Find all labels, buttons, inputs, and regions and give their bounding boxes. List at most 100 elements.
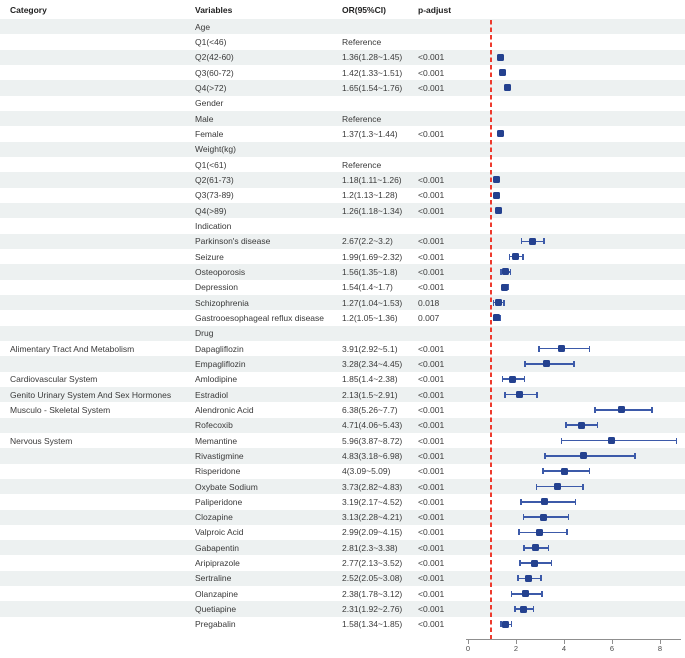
p-adjust-cell: <0.001: [418, 588, 445, 599]
plot-cell: [462, 326, 685, 341]
variable-cell: Rivastigmine: [195, 450, 244, 461]
p-adjust-cell: <0.001: [418, 450, 445, 461]
plot-cell: [462, 218, 685, 233]
or-marker: [515, 391, 523, 399]
variable-cell: Empagliflozin: [195, 358, 246, 369]
or-ci-cell: 1.56(1.35~1.8): [342, 266, 398, 277]
plot-cell: [462, 479, 685, 494]
or-ci-cell: 2.38(1.78~3.12): [342, 588, 403, 599]
or-marker: [524, 574, 532, 582]
or-marker: [497, 53, 505, 61]
ci-cap-upper: [566, 529, 568, 536]
axis-tick: [564, 640, 565, 644]
or-ci-cell: Reference: [342, 36, 382, 47]
table-row: Q1(<46) Reference: [0, 34, 685, 49]
variable-cell: Clozapine: [195, 512, 233, 523]
plot-cell: [462, 540, 685, 555]
plot-cell: [462, 433, 685, 448]
p-adjust-cell: <0.001: [418, 205, 445, 216]
p-adjust-cell: <0.001: [418, 389, 445, 400]
or-ci-cell: 1.85(1.4~2.38): [342, 374, 398, 385]
or-ci-cell: 2.67(2.2~3.2): [342, 236, 393, 247]
ci-cap-lower: [514, 606, 516, 613]
axis-tick-label: 0: [465, 644, 471, 653]
or-ci-cell: 2.52(2.05~3.08): [342, 573, 403, 584]
variable-cell: Weight(kg): [195, 144, 236, 155]
or-marker: [560, 467, 568, 475]
p-adjust-cell: <0.001: [418, 527, 445, 538]
or-marker: [577, 421, 585, 429]
table-row: Gender: [0, 96, 685, 111]
or-marker: [554, 483, 562, 490]
or-ci-cell: Reference: [342, 113, 382, 124]
or-ci-cell: 1.36(1.28~1.45): [342, 52, 403, 63]
table-row: Q1(<61) Reference: [0, 157, 685, 172]
plot-cell: [462, 295, 685, 310]
variable-cell: Gastrooesophageal reflux disease: [195, 312, 324, 323]
variable-cell: Indication: [195, 220, 232, 231]
or-ci-cell: 1.58(1.34~1.85): [342, 619, 403, 630]
ci-cap-lower: [510, 590, 513, 597]
ci-cap-lower: [517, 575, 519, 582]
table-row: Rofecoxib 4.71(4.06~5.43) <0.001: [0, 417, 685, 433]
plot-cell: [462, 50, 685, 65]
variable-cell: Amlodipine: [195, 374, 238, 385]
plot-cell: [462, 494, 685, 509]
plot-cell: [462, 617, 685, 632]
plot-cell: [462, 601, 685, 616]
ci-cap-lower: [501, 376, 504, 383]
or-ci-cell: 2.99(2.09~4.15): [342, 527, 403, 538]
or-marker: [617, 406, 625, 414]
p-adjust-cell: <0.001: [418, 573, 445, 584]
table-row: Oxybate Sodium 3.73(2.82~4.83) <0.001: [0, 478, 685, 495]
table-row: Quetiapine 2.31(1.92~2.76) <0.001: [0, 601, 685, 617]
or-marker: [530, 559, 538, 567]
p-adjust-cell: <0.001: [418, 174, 445, 185]
header-variables: Variables: [195, 4, 233, 15]
ci-cap-upper: [588, 345, 591, 352]
table-row: Q4(>72) 1.65(1.54~1.76) <0.001: [0, 80, 685, 96]
or-ci-cell: 2.31(1.92~2.76): [342, 604, 403, 615]
ci-cap-upper: [574, 498, 577, 505]
or-ci-cell: 1.2(1.13~1.28): [342, 190, 398, 201]
table-row: Risperidone 4(3.09~5.09) <0.001: [0, 464, 685, 479]
ci-cap-lower: [500, 268, 502, 275]
variable-cell: Parkinson's disease: [195, 236, 271, 247]
plot-cell: [462, 571, 685, 586]
variable-cell: Q4(>72): [195, 82, 227, 93]
ci-cap-lower: [524, 360, 526, 367]
ci-cap-lower: [594, 406, 596, 413]
variable-cell: Q2(42-60): [195, 52, 234, 63]
plot-cell: [462, 264, 685, 279]
table-row: Musculo - Skeletal System Alendronic Aci…: [0, 402, 685, 417]
or-ci-cell: 1.54(1.4~1.7): [342, 282, 393, 293]
variable-cell: Alendronic Acid: [195, 404, 254, 415]
variable-cell: Aripiprazole: [195, 558, 240, 569]
variable-cell: Quetiapine: [195, 604, 237, 615]
table-row: Paliperidone 3.19(2.17~4.52) <0.001: [0, 494, 685, 509]
table-row: Olanzapine 2.38(1.78~3.12) <0.001: [0, 586, 685, 601]
or-ci-cell: 3.91(2.92~5.1): [342, 343, 398, 354]
table-row: Q3(60-72) 1.42(1.33~1.51) <0.001: [0, 65, 685, 80]
category-cell: Cardiovascular System: [10, 374, 98, 385]
axis-tick-label: 6: [609, 644, 615, 653]
or-marker: [508, 375, 516, 383]
or-ci-cell: 1.2(1.05~1.36): [342, 312, 398, 323]
table-row: Q4(>89) 1.26(1.18~1.34) <0.001: [0, 202, 685, 219]
or-marker: [493, 314, 501, 322]
or-ci-cell: 3.19(2.17~4.52): [342, 496, 403, 507]
or-ci-cell: 6.38(5.26~7.7): [342, 404, 398, 415]
table-row: Parkinson's disease 2.67(2.2~3.2) <0.001: [0, 233, 685, 249]
or-marker: [536, 528, 544, 536]
header-category: Category: [10, 4, 47, 15]
ci-cap-lower: [492, 299, 495, 306]
or-marker: [521, 590, 529, 598]
table-row: Q2(42-60) 1.36(1.28~1.45) <0.001: [0, 49, 685, 65]
p-adjust-cell: <0.001: [418, 358, 445, 369]
ci-cap-upper: [573, 360, 575, 367]
ci-cap-lower: [504, 391, 506, 398]
table-row: Weight(kg): [0, 141, 685, 157]
ci-cap-lower: [535, 483, 538, 490]
ci-cap-lower: [520, 238, 523, 245]
